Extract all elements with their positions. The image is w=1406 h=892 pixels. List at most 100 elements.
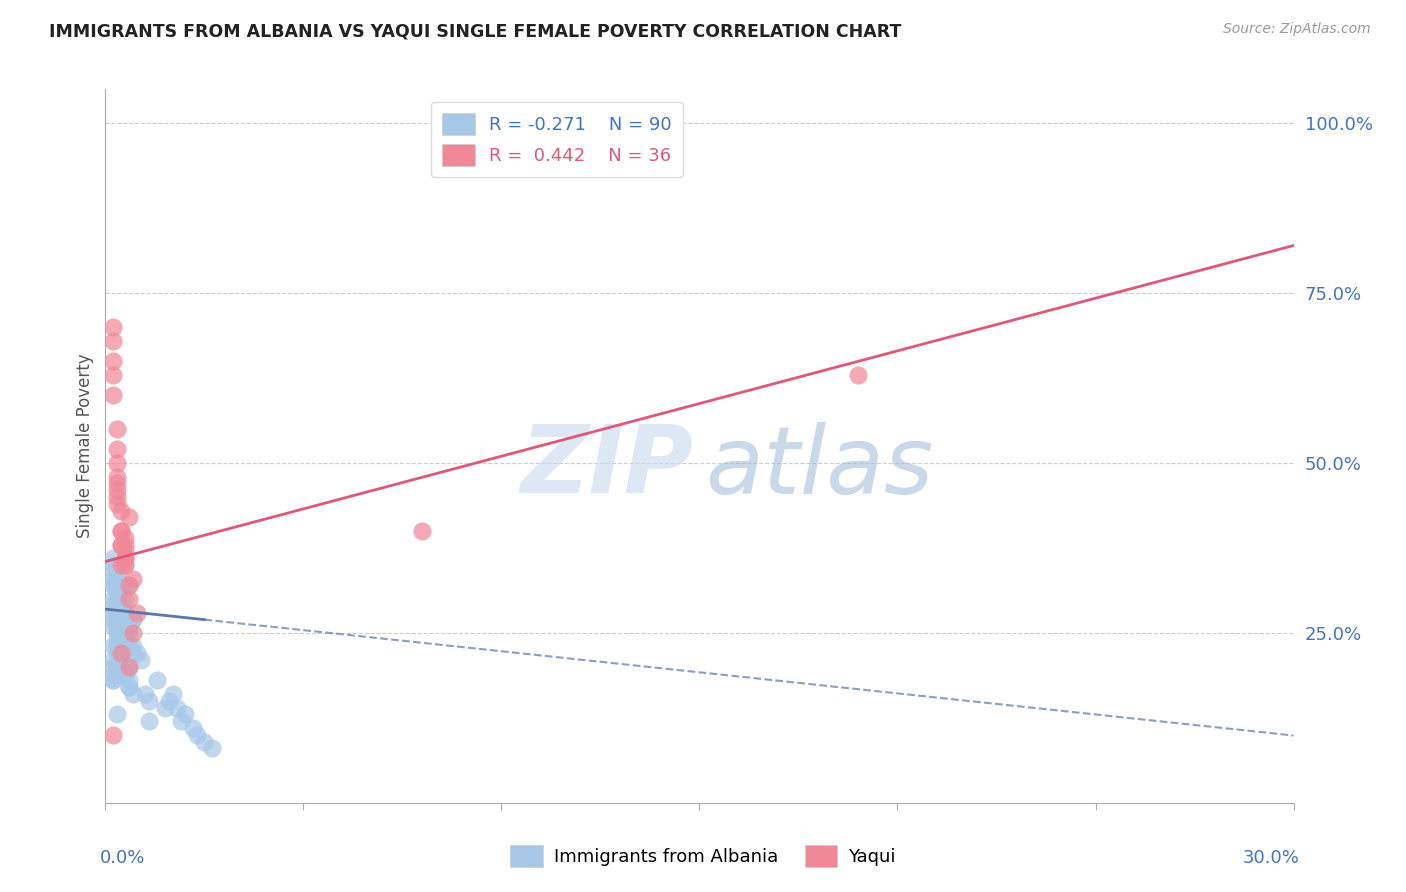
Point (110, 606, 132, 620)
Point (114, 666, 136, 681)
Point (122, 640, 145, 654)
Point (103, 334, 125, 348)
Point (114, 632, 136, 647)
Point (110, 503, 132, 517)
Point (118, 673, 141, 688)
Text: IMMIGRANTS FROM ALBANIA VS YAQUI SINGLE FEMALE POVERTY CORRELATION CHART: IMMIGRANTS FROM ALBANIA VS YAQUI SINGLE … (49, 22, 901, 40)
Point (110, 632, 132, 647)
Point (127, 606, 149, 620)
Point (173, 707, 195, 722)
Point (193, 734, 215, 748)
Point (103, 558, 125, 572)
Point (105, 660, 128, 674)
Point (114, 591, 136, 606)
Point (114, 537, 136, 551)
Point (157, 694, 180, 708)
Point (114, 666, 136, 681)
Y-axis label: Single Female Poverty: Single Female Poverty (76, 354, 94, 538)
Point (110, 537, 132, 551)
Point (105, 585, 128, 599)
Point (122, 626, 145, 640)
Point (118, 640, 141, 654)
Point (110, 619, 132, 633)
Point (153, 700, 176, 714)
Point (110, 612, 132, 626)
Point (105, 707, 128, 722)
Point (114, 612, 136, 626)
Point (110, 524, 132, 538)
Point (103, 728, 125, 742)
Point (110, 653, 132, 667)
Point (162, 687, 184, 701)
Point (201, 741, 224, 756)
Point (114, 558, 136, 572)
Point (105, 578, 128, 592)
Point (110, 646, 132, 660)
Point (103, 673, 125, 688)
Point (103, 660, 125, 674)
Point (103, 578, 125, 592)
Point (110, 606, 132, 620)
Point (105, 599, 128, 613)
Point (138, 714, 160, 729)
Point (110, 537, 132, 551)
Point (114, 626, 136, 640)
Point (138, 694, 160, 708)
Point (105, 422, 128, 436)
Point (114, 544, 136, 558)
Point (103, 606, 125, 620)
Text: 30.0%: 30.0% (1243, 849, 1299, 867)
Point (103, 551, 125, 566)
Point (118, 578, 141, 592)
Point (129, 653, 152, 667)
Point (411, 524, 433, 538)
Point (103, 388, 125, 402)
Point (127, 646, 149, 660)
Point (105, 599, 128, 613)
Point (114, 632, 136, 647)
Text: Source: ZipAtlas.com: Source: ZipAtlas.com (1223, 22, 1371, 37)
Point (105, 591, 128, 606)
Point (105, 572, 128, 586)
Point (114, 551, 136, 566)
Point (846, 368, 869, 382)
Point (105, 626, 128, 640)
Point (105, 619, 128, 633)
Point (105, 591, 128, 606)
Point (118, 680, 141, 694)
Text: 0.0%: 0.0% (100, 849, 145, 867)
Point (122, 646, 145, 660)
Point (114, 531, 136, 545)
Point (105, 483, 128, 498)
Point (118, 510, 141, 524)
Point (103, 354, 125, 368)
Point (105, 442, 128, 457)
Point (110, 558, 132, 572)
Point (134, 687, 156, 701)
Point (114, 626, 136, 640)
Point (105, 640, 128, 654)
Point (105, 646, 128, 660)
Point (103, 368, 125, 382)
Point (118, 660, 141, 674)
Point (118, 680, 141, 694)
Point (105, 490, 128, 504)
Point (181, 721, 204, 735)
Point (103, 619, 125, 633)
Point (103, 599, 125, 613)
Point (110, 653, 132, 667)
Point (105, 632, 128, 647)
Point (122, 612, 145, 626)
Point (110, 524, 132, 538)
Point (110, 619, 132, 633)
Point (118, 619, 141, 633)
Point (118, 660, 141, 674)
Point (105, 456, 128, 470)
Point (110, 626, 132, 640)
Legend: R = -0.271    N = 90, R =  0.442    N = 36: R = -0.271 N = 90, R = 0.442 N = 36 (432, 102, 682, 177)
Point (110, 606, 132, 620)
Point (170, 714, 193, 729)
Point (166, 700, 188, 714)
Point (105, 606, 128, 620)
Point (103, 666, 125, 681)
